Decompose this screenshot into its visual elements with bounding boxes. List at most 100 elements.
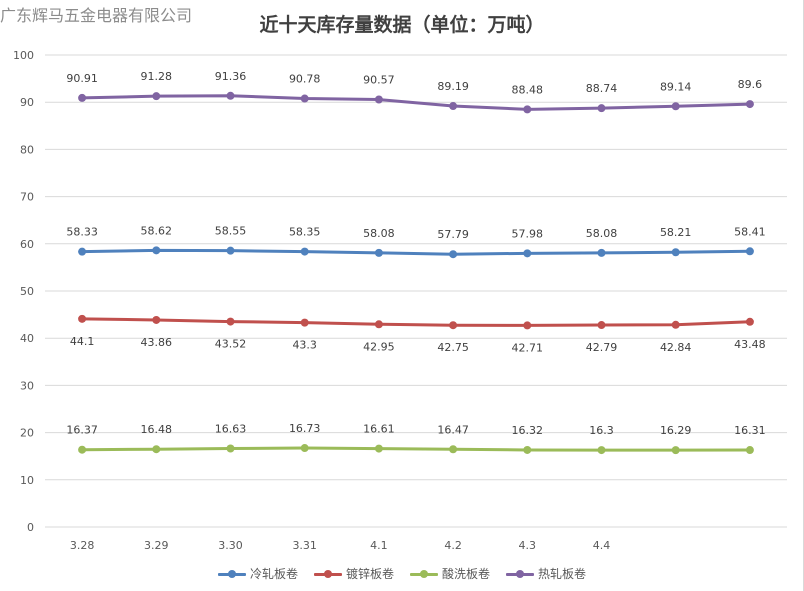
legend-label: 冷轧板卷 (249, 567, 298, 581)
data-point (523, 249, 532, 258)
legend: 冷轧板卷 镀锌板卷 酸洗板卷 热轧板卷 (0, 565, 804, 582)
data-point (152, 92, 161, 101)
series-lines (78, 91, 754, 455)
data-point (152, 246, 161, 255)
data-label: 57.98 (512, 227, 544, 240)
y-tick-label: 40 (20, 332, 34, 345)
data-label: 42.79 (586, 341, 618, 354)
data-label: 91.28 (141, 70, 173, 83)
x-tick-label: 3.30 (218, 539, 243, 552)
data-point (745, 317, 754, 326)
data-label: 58.62 (141, 224, 173, 237)
data-label: 16.48 (141, 423, 173, 436)
data-label: 88.48 (512, 83, 544, 96)
data-label: 42.75 (437, 341, 469, 354)
data-point (78, 247, 87, 256)
x-axis-ticks: 3.28 3.29 3.30 3.31 4.1 4.2 4.3 4.4 (70, 539, 610, 552)
x-tick-label: 4.1 (370, 539, 388, 552)
x-tick-label: 3.28 (70, 539, 95, 552)
data-label: 16.63 (215, 423, 247, 436)
data-point (597, 104, 606, 113)
data-label: 58.55 (215, 225, 247, 238)
y-tick-label: 100 (13, 49, 34, 62)
chart-title: 近十天库存量数据（单位：万吨） (259, 14, 545, 36)
data-point (226, 246, 235, 255)
legend-item: 冷轧板卷 (217, 565, 298, 582)
data-point (226, 91, 235, 100)
legend-label: 酸洗板卷 (442, 567, 491, 581)
data-label: 88.74 (586, 82, 618, 95)
data-point (671, 320, 680, 329)
data-label: 90.78 (289, 73, 321, 86)
data-label: 58.08 (363, 227, 395, 240)
data-point (152, 445, 161, 454)
data-point (78, 445, 87, 454)
data-point (745, 446, 754, 455)
data-point (745, 247, 754, 256)
y-tick-label: 30 (20, 379, 34, 392)
y-tick-label: 0 (27, 521, 34, 534)
data-point (300, 318, 309, 327)
data-point (523, 445, 532, 454)
data-label: 58.35 (289, 226, 321, 239)
data-point (374, 95, 383, 104)
data-label: 57.79 (437, 228, 469, 241)
data-point (300, 94, 309, 103)
data-point (745, 100, 754, 109)
data-point (374, 248, 383, 257)
data-point (523, 105, 532, 114)
y-tick-label: 20 (20, 427, 34, 440)
series-line (80, 94, 752, 111)
y-tick-label: 80 (20, 143, 34, 156)
legend-item: 酸洗板卷 (410, 565, 490, 582)
data-point (78, 93, 87, 102)
data-label: 42.84 (660, 341, 692, 354)
gridlines (45, 54, 787, 528)
data-point (597, 446, 606, 455)
data-point (152, 315, 161, 324)
data-label: 16.37 (66, 424, 98, 437)
data-label: 16.47 (437, 423, 469, 436)
legend-item: 热轧板卷 (506, 565, 586, 582)
data-labels: 58.33 58.62 58.55 58.35 58.08 57.79 57.98 58.08… (66, 70, 765, 437)
data-point (449, 102, 458, 111)
data-point (523, 321, 532, 330)
series-line (80, 248, 752, 256)
data-point (226, 317, 235, 326)
x-tick-label: 3.31 (292, 539, 317, 552)
data-label: 90.57 (363, 74, 395, 87)
watermark-text: 广东辉马五金电器有限公司 (0, 6, 193, 25)
data-label: 43.52 (215, 338, 247, 351)
data-label: 58.33 (66, 226, 98, 239)
data-point (449, 250, 458, 259)
data-label: 89.14 (660, 80, 692, 93)
x-tick-label: 4.3 (519, 539, 537, 552)
y-axis-ticks: 0 10 20 30 40 50 60 70 80 90 100 (13, 49, 34, 534)
data-point (671, 446, 680, 455)
data-point (374, 320, 383, 329)
series-line (80, 446, 752, 452)
data-label: 58.08 (586, 227, 618, 240)
data-point (671, 102, 680, 111)
data-label: 42.71 (512, 341, 544, 354)
y-tick-label: 50 (20, 285, 34, 298)
x-tick-label: 4.4 (593, 539, 611, 552)
data-point (597, 248, 606, 257)
legend-item: 镀锌板卷 (313, 565, 394, 582)
data-point (300, 444, 309, 453)
x-tick-label: 3.29 (144, 539, 169, 552)
data-label: 43.86 (141, 336, 173, 349)
series-line (80, 317, 752, 327)
data-label: 43.3 (292, 339, 317, 352)
data-label: 16.61 (363, 423, 395, 436)
legend-swatch-icon (313, 568, 342, 580)
data-point (671, 248, 680, 257)
data-point (449, 445, 458, 454)
data-point (300, 247, 309, 256)
data-label: 16.32 (512, 424, 544, 437)
data-label: 16.29 (660, 424, 692, 437)
data-label: 16.31 (734, 424, 766, 437)
data-label: 43.48 (734, 338, 766, 351)
